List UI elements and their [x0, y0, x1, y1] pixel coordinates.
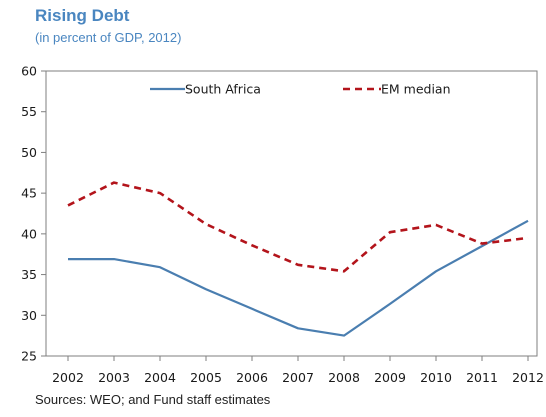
chart-legend: South Africa EM median	[150, 82, 451, 97]
chart-title: Rising Debt	[35, 6, 130, 25]
x-tick-label: 2009	[374, 370, 406, 385]
x-tick-label: 2007	[282, 370, 314, 385]
chart-axes: 25 30 35 40 45 50 55 60 2002 2003 2004 2005 2006 2007…	[21, 64, 544, 386]
source-note: Sources: WEO; and Fund staff estimates	[35, 392, 271, 407]
x-tick-label: 2011	[466, 370, 498, 385]
legend-label: South Africa	[185, 82, 261, 97]
x-tick-label: 2006	[236, 370, 268, 385]
x-tick-label: 2002	[52, 370, 84, 385]
y-tick-label: 35	[21, 267, 37, 282]
series-layer	[67, 181, 529, 337]
legend-label: EM median	[381, 82, 451, 97]
y-tick-label: 45	[21, 186, 37, 201]
plot-frame	[45, 70, 538, 357]
em-median-line	[67, 181, 529, 273]
south-africa-line	[68, 219, 529, 337]
chart-subtitle: (in percent of GDP, 2012)	[35, 30, 182, 45]
y-tick-label: 25	[21, 349, 37, 364]
x-tick-label: 2008	[328, 370, 360, 385]
x-tick-label: 2004	[144, 370, 176, 385]
y-tick-label: 40	[21, 226, 37, 241]
x-tick-label: 2005	[190, 370, 222, 385]
y-tick-label: 50	[21, 145, 37, 160]
y-tick-label: 60	[21, 64, 37, 79]
x-tick-label: 2010	[420, 370, 452, 385]
y-tick-label: 30	[21, 308, 37, 323]
x-tick-label: 2012	[512, 370, 544, 385]
x-tick-label: 2003	[98, 370, 130, 385]
y-tick-label: 55	[21, 104, 37, 119]
